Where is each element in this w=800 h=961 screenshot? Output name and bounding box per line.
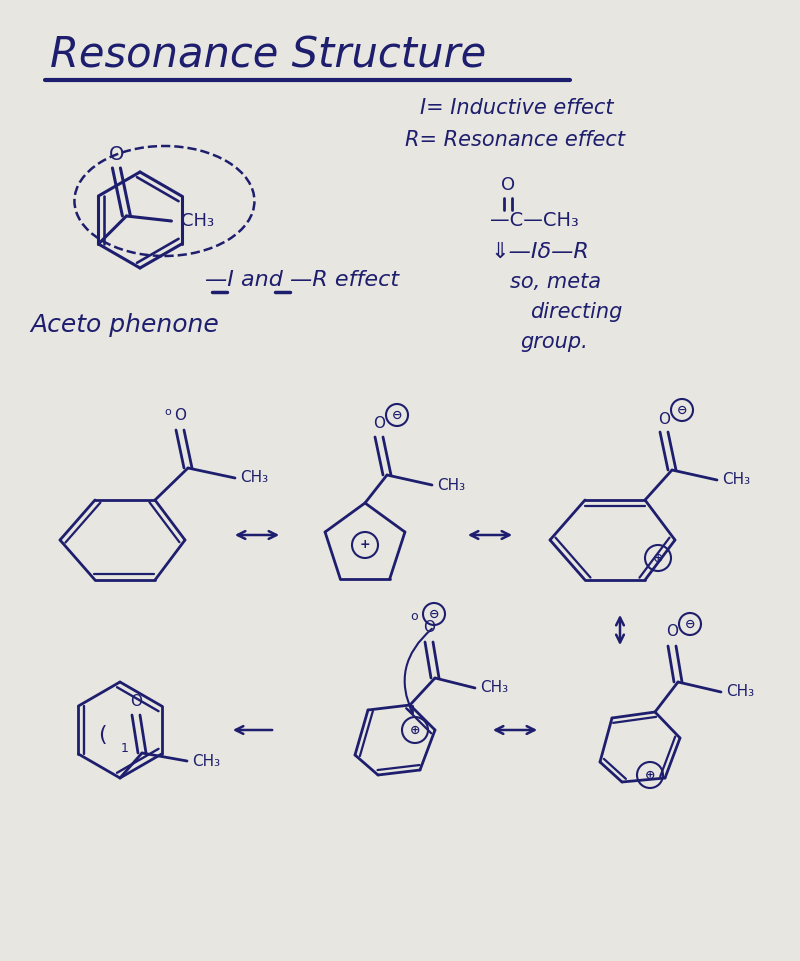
Text: ⊖: ⊖ [685,618,695,630]
Text: R= Resonance effect: R= Resonance effect [405,130,625,150]
Text: O: O [373,416,385,431]
Text: O: O [109,144,124,163]
Text: ⊖: ⊖ [392,408,402,422]
Text: (: ( [98,725,106,745]
Text: Resonance Structure: Resonance Structure [50,34,486,76]
Text: ⊕: ⊕ [645,769,655,781]
Text: CH₃: CH₃ [722,473,750,487]
Text: CH₃: CH₃ [182,212,214,230]
Text: O: O [423,621,435,635]
Text: CH₃: CH₃ [437,478,465,492]
Text: directing: directing [530,302,622,322]
Text: 1: 1 [121,742,129,754]
Text: I= Inductive effect: I= Inductive effect [420,98,614,118]
Text: —C—CH₃: —C—CH₃ [490,210,578,230]
Text: ⊖: ⊖ [429,607,439,621]
Text: CH₃: CH₃ [192,753,220,769]
Text: ⇓—Iδ—R: ⇓—Iδ—R [490,242,589,262]
Text: o: o [165,407,171,417]
Text: group.: group. [520,332,588,352]
Text: —I and —R effect: —I and —R effect [205,270,399,290]
Text: O: O [666,625,678,639]
Text: o: o [410,610,418,624]
Text: ⊕: ⊕ [653,552,663,564]
Text: ⊖: ⊖ [677,404,687,416]
Text: so, meta: so, meta [510,272,601,292]
Text: CH₃: CH₃ [240,471,268,485]
Text: +: + [360,538,370,552]
Text: CH₃: CH₃ [726,684,754,700]
Text: O: O [174,408,186,424]
Text: ⊕: ⊕ [410,724,420,736]
Text: O: O [658,411,670,427]
Text: CH₃: CH₃ [480,680,508,696]
Text: O: O [130,694,142,708]
Text: Aceto phenone: Aceto phenone [30,313,218,337]
Text: O: O [501,176,515,194]
